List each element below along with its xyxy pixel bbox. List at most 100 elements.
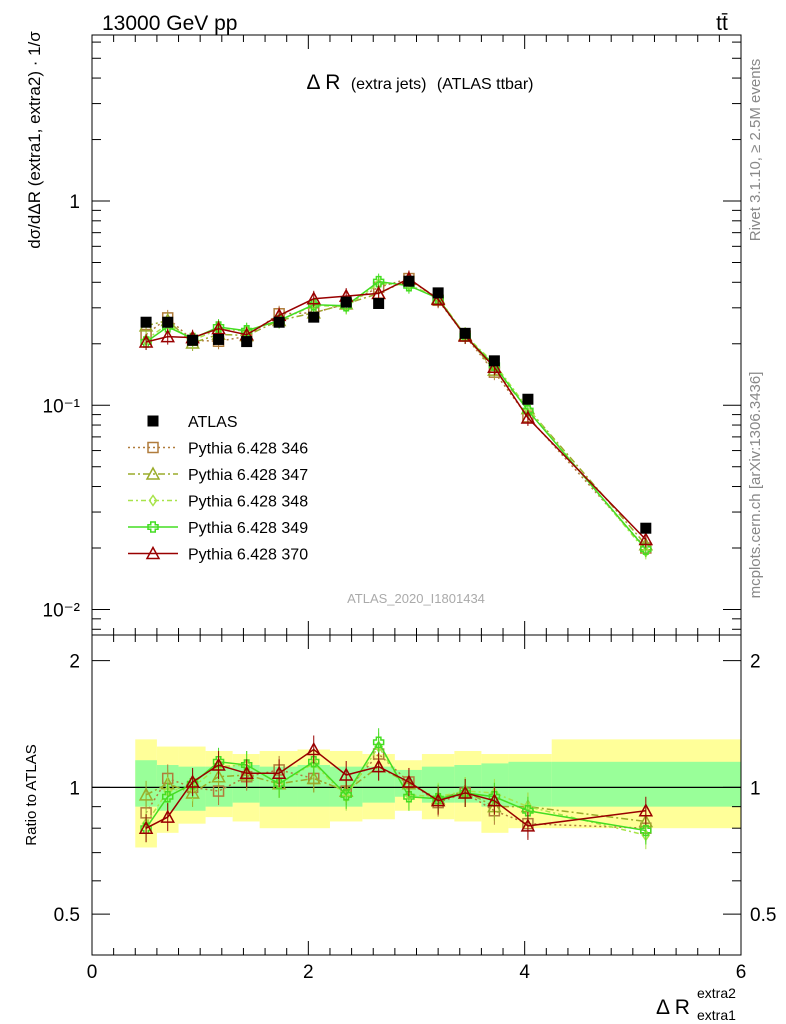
atlas-point	[241, 336, 253, 348]
upper-series	[138, 270, 654, 560]
legend-entry: Pythia 6.428 349	[128, 520, 308, 537]
ratio-point	[372, 736, 385, 748]
atlas-data-points	[140, 275, 652, 534]
atlas-point	[522, 393, 534, 405]
series-point	[640, 543, 652, 555]
ratio-point	[638, 803, 654, 817]
upper-ytick-label: 1	[69, 192, 80, 213]
legend-entry: ATLAS	[147, 414, 238, 431]
ratio-point	[306, 770, 322, 785]
legend-entry: Pythia 6.428 347	[128, 466, 308, 484]
legend-label: Pythia 6.428 370	[188, 547, 308, 564]
legend-entry: Pythia 6.428 370	[128, 545, 308, 564]
xlabel-sup: extra2	[697, 985, 736, 1001]
series-point	[638, 531, 654, 546]
atlas-point	[273, 316, 285, 328]
lower-ylabel: Ratio to ATLAS	[23, 744, 40, 845]
ratio-point	[271, 765, 287, 780]
ratio-point	[185, 774, 200, 788]
atlas-point	[432, 287, 444, 299]
legend-marker	[147, 441, 159, 454]
analysis-id: ATLAS_2020_I1801434	[347, 591, 485, 606]
lower-ytick-label: 1	[69, 778, 80, 799]
series-point	[212, 321, 225, 333]
ratio-point	[457, 785, 473, 799]
xlabel-sub: extra1	[697, 1007, 736, 1023]
legend: ATLAS Pythia 6.428 346 Pythia 6.428 347 Pyt…	[128, 414, 308, 564]
atlas-point	[187, 334, 199, 346]
legend-marker	[147, 521, 159, 533]
energy-label: 13000 GeV pp	[102, 12, 237, 35]
upper-ylabel: dσ/dΔR (extra1, extra2) · 1/σ	[25, 31, 44, 249]
atlas-point	[459, 327, 471, 339]
band-inner-segment	[551, 761, 741, 807]
legend-entry: Pythia 6.428 348	[128, 494, 308, 511]
ratio-point	[403, 791, 415, 803]
atlas-point	[373, 297, 385, 309]
band-inner-segment	[481, 763, 509, 807]
ratio-line	[145, 752, 646, 829]
side-label-bottom: mcplots.cern.ch [arXiv:1306.3436]	[747, 372, 764, 599]
series-point	[306, 291, 322, 305]
legend-label: ATLAS	[188, 414, 238, 431]
atlas-point	[403, 275, 415, 287]
ratio-point	[138, 820, 154, 834]
ratio-point	[487, 793, 502, 807]
ratio-point	[307, 756, 320, 768]
legend-marker	[147, 415, 159, 427]
lower-ytick-label: 0.5	[54, 905, 80, 926]
ratio-point	[520, 818, 536, 832]
series-point	[160, 329, 175, 343]
legend-entry: Pythia 6.428 346	[128, 441, 308, 458]
lower-ytick-label: 2	[69, 652, 80, 673]
upper-ytick-label: 10⁻¹	[43, 396, 81, 417]
atlas-point	[213, 333, 225, 345]
upper-title: Δ R (extra jets) (ATLAS ttbar)	[307, 71, 534, 94]
ratio-point	[161, 791, 174, 803]
ratio-point	[340, 789, 352, 801]
xtick-label: 2	[303, 962, 314, 983]
lower-series	[138, 728, 654, 850]
series-point	[430, 291, 446, 306]
series-point	[372, 275, 385, 288]
xtick-label: 4	[519, 962, 530, 983]
upper-title-paren2: (ATLAS ttbar)	[437, 76, 534, 93]
atlas-point	[488, 355, 500, 367]
legend-label: Pythia 6.428 347	[188, 467, 308, 484]
legend-marker	[145, 545, 161, 560]
axis-ticks: 0 2 4 6 1 10⁻¹ 10⁻² 0.5 0.5 1 1 2 2	[43, 35, 776, 983]
ratio-point	[371, 759, 386, 773]
upper-title-paren1: (extra jets)	[351, 76, 427, 93]
band-inner-segment	[508, 761, 552, 807]
legend-label: Pythia 6.428 348	[188, 494, 308, 511]
legend-marker	[145, 466, 161, 480]
ratio-point	[273, 778, 285, 790]
lower-series-s370	[138, 735, 654, 843]
xlabel-base: Δ R	[656, 996, 690, 1019]
atlas-point	[640, 522, 652, 534]
ratio-point	[211, 757, 226, 771]
xtick-label: 0	[87, 962, 98, 983]
lower-ytick-label-right: 2	[750, 652, 761, 673]
xlabel: Δ R	[656, 996, 690, 1019]
series-point	[240, 324, 253, 337]
series-point	[520, 410, 536, 424]
ratio-point	[432, 792, 444, 805]
atlas-point	[308, 311, 320, 323]
side-label-top: Rivet 3.1.10, ≥ 2.5M events	[747, 59, 764, 242]
ratio-point	[522, 805, 534, 817]
upper-ytick-label: 10⁻²	[43, 600, 81, 621]
atlas-point	[140, 316, 152, 328]
ratio-point	[212, 756, 225, 768]
lower-ytick-label-right: 0.5	[750, 905, 776, 926]
series-point	[138, 334, 154, 348]
ratio-point	[306, 741, 322, 756]
upper-title-main: Δ R	[307, 71, 341, 94]
atlas-point	[340, 296, 352, 308]
ratio-point	[401, 774, 417, 788]
legend-label: Pythia 6.428 349	[188, 520, 308, 537]
xtick-label: 6	[736, 962, 747, 983]
ratio-point	[211, 769, 226, 783]
legend-marker	[148, 494, 158, 507]
